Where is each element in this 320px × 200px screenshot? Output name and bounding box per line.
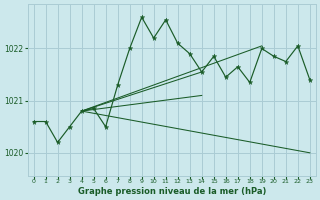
X-axis label: Graphe pression niveau de la mer (hPa): Graphe pression niveau de la mer (hPa) (77, 187, 266, 196)
